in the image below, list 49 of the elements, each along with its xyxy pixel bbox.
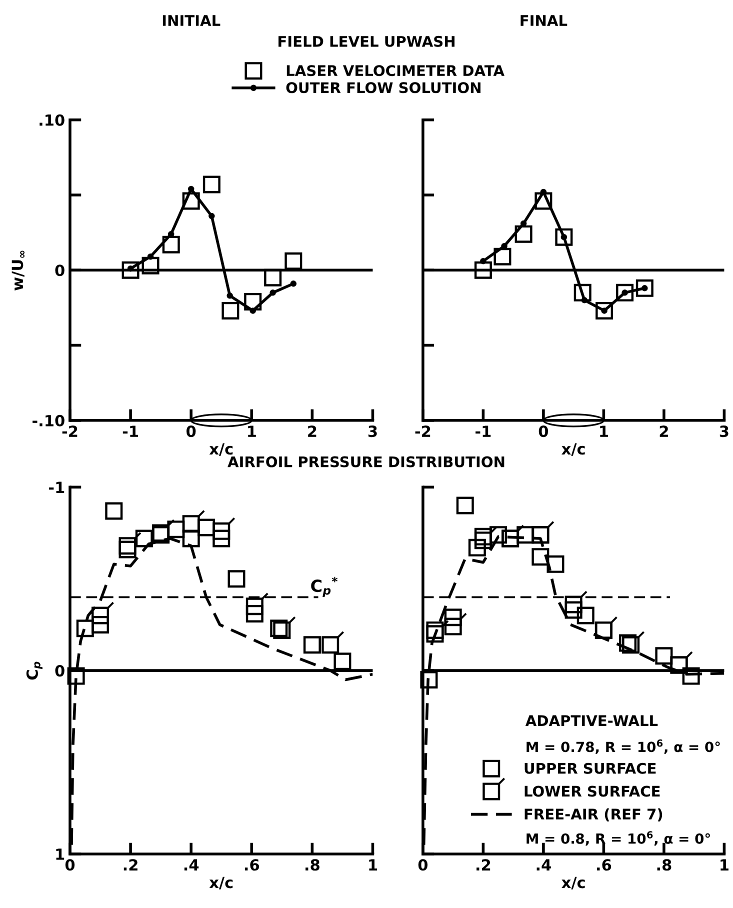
x-tick-label: -1 [476, 426, 491, 437]
chart-title: INITIAL [162, 15, 220, 26]
x-tick-label: 1 [600, 426, 608, 437]
x-axis-title: x/c [562, 443, 585, 456]
x-axis-title: x/c [209, 443, 233, 456]
x-tick-label: 3 [720, 426, 728, 438]
y-tick-label: -.10 [32, 414, 64, 426]
legend-label: LOWER SURFACE [524, 786, 660, 797]
x-tick-label: .4 [184, 859, 199, 870]
x-tick-label: .2 [124, 859, 138, 870]
y-tick-label: .10 [40, 114, 64, 126]
x-tick-label: 1 [248, 426, 256, 437]
x-tick-label: .6 [244, 859, 260, 871]
x-tick-label: 3 [368, 426, 377, 438]
legend-label: OUTER FLOW SOLUTION [286, 82, 480, 94]
x-tick-label: 1 [369, 859, 377, 870]
y-tick-label: -1 [49, 482, 64, 493]
chart-title: AIRFOIL PRESSURE DISTRIBUTION [228, 456, 504, 468]
x-tick-label: 0 [538, 426, 548, 438]
x-tick-label: 0 [418, 859, 428, 871]
x-tick-label: .6 [597, 859, 612, 871]
y-tick-label: 1 [56, 848, 64, 860]
legend-label: UPPER SURFACE [524, 762, 656, 774]
x-tick-label: 2 [308, 426, 316, 437]
legend-title: ADAPTIVE-WALL [525, 715, 658, 726]
y-axis-title: w/U$_{∞}$ [12, 250, 25, 290]
y-tick-label: 0 [55, 665, 64, 677]
x-axis-title: x/c [562, 876, 585, 890]
x-axis-title: x/c [209, 876, 233, 890]
x-tick-label: -2 [62, 426, 78, 437]
x-tick-label: .8 [657, 859, 672, 871]
x-tick-label: .2 [476, 859, 490, 870]
x-tick-label: 1 [720, 859, 728, 870]
x-tick-label: 0 [65, 859, 75, 871]
annotation: M = 0.8, R = 10$^{6}$, α = 0° [526, 831, 710, 846]
x-tick-label: -2 [415, 426, 430, 437]
x-tick-label: .4 [536, 859, 551, 870]
legend-label: FREE-AIR (REF 7) [524, 808, 662, 822]
y-tick-label: 0 [55, 264, 64, 276]
chart-title: FINAL [520, 15, 568, 26]
x-tick-label: -1 [122, 426, 138, 437]
x-tick-label: 2 [660, 426, 668, 437]
y-axis-title: C$_{p}$ [26, 662, 42, 680]
ref-line-label: C$_{p}$$^{*}$ [311, 576, 338, 598]
x-tick-label: 0 [186, 426, 196, 438]
chart-subtitle: FIELD LEVEL UPWASH [278, 36, 454, 47]
x-tick-label: .8 [306, 859, 320, 871]
annotation: M = 0.78, R = 10$^{6}$, α = 0° [526, 739, 720, 754]
legend-label: LASER VELOCIMETER DATA [286, 65, 504, 76]
